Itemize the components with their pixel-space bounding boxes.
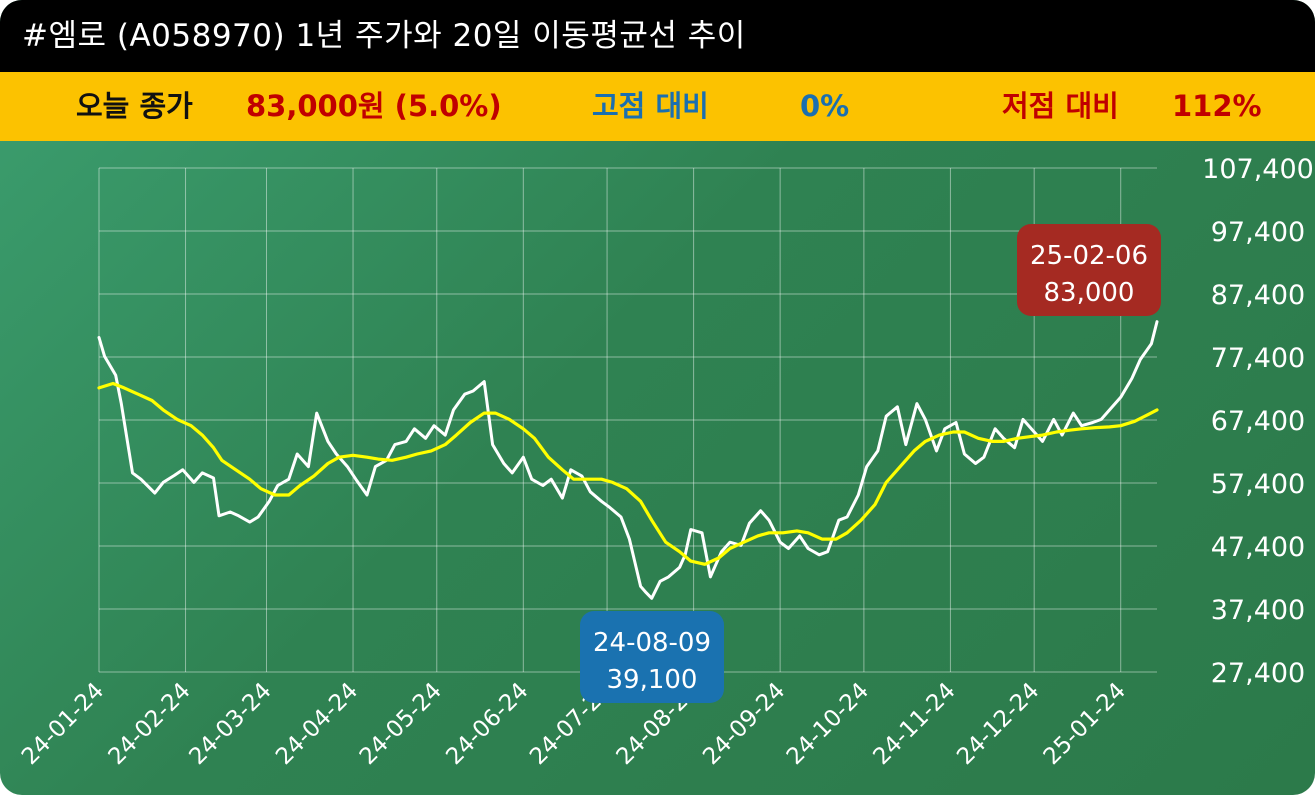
y-tick-label: 107,400 bbox=[1202, 154, 1314, 185]
y-tick-label: 47,400 bbox=[1211, 532, 1305, 563]
x-tick-label: 24-02-24 bbox=[104, 678, 196, 770]
high-badge-date: 25-02-06 bbox=[1030, 241, 1148, 271]
low-badge-date: 24-08-09 bbox=[593, 628, 711, 658]
high-badge-box bbox=[1017, 224, 1161, 316]
high-compare-label: 고점 대비 bbox=[592, 89, 709, 123]
y-tick-label: 77,400 bbox=[1211, 343, 1305, 374]
price-series-line bbox=[97, 320, 1159, 600]
x-tick-label: 24-12-24 bbox=[952, 678, 1044, 770]
moving-average-line bbox=[97, 381, 1159, 566]
y-tick-label: 27,400 bbox=[1211, 658, 1305, 689]
low-badge-box bbox=[580, 611, 724, 703]
x-tick-label: 24-04-24 bbox=[271, 678, 363, 770]
x-tick-label: 24-05-24 bbox=[355, 678, 447, 770]
chart-grid bbox=[98, 167, 1157, 673]
close-label: 오늘 종가 bbox=[76, 89, 193, 123]
series-lines bbox=[97, 320, 1159, 600]
x-tick-label: 25-01-24 bbox=[1039, 678, 1131, 770]
annotation-badges: 25-02-06 83,000 24-08-09 39,100 bbox=[580, 224, 1161, 703]
y-tick-label: 97,400 bbox=[1211, 217, 1305, 248]
y-tick-label: 37,400 bbox=[1211, 595, 1305, 626]
stats-bar: 오늘 종가 83,000원 (5.0%) 고점 대비 0% 저점 대비 112% bbox=[0, 72, 1315, 141]
low-badge-value: 39,100 bbox=[607, 665, 698, 695]
chart-title: #엠로 (A058970) 1년 주가와 20일 이동평균선 추이 bbox=[0, 0, 1315, 72]
y-tick-label: 87,400 bbox=[1211, 280, 1305, 311]
x-tick-label: 24-06-24 bbox=[441, 678, 533, 770]
high-badge-value: 83,000 bbox=[1044, 278, 1135, 308]
y-tick-label: 67,400 bbox=[1211, 406, 1305, 437]
close-value: 83,000원 (5.0%) bbox=[246, 89, 502, 123]
low-compare-label: 저점 대비 bbox=[1002, 89, 1119, 123]
high-compare-value: 0% bbox=[800, 89, 850, 123]
x-axis-labels: 24-01-2424-02-2424-03-2424-04-2424-05-24… bbox=[17, 678, 1131, 770]
x-tick-label: 24-01-24 bbox=[17, 678, 109, 770]
low-compare-value: 112% bbox=[1172, 89, 1262, 123]
x-tick-label: 24-11-24 bbox=[868, 678, 960, 770]
y-axis-labels: 107,400 97,400 87,400 77,400 67,400 57,400 47,… bbox=[1202, 154, 1314, 689]
x-tick-label: 24-03-24 bbox=[185, 678, 277, 770]
x-tick-label: 24-10-24 bbox=[782, 678, 874, 770]
y-tick-label: 57,400 bbox=[1211, 469, 1305, 500]
